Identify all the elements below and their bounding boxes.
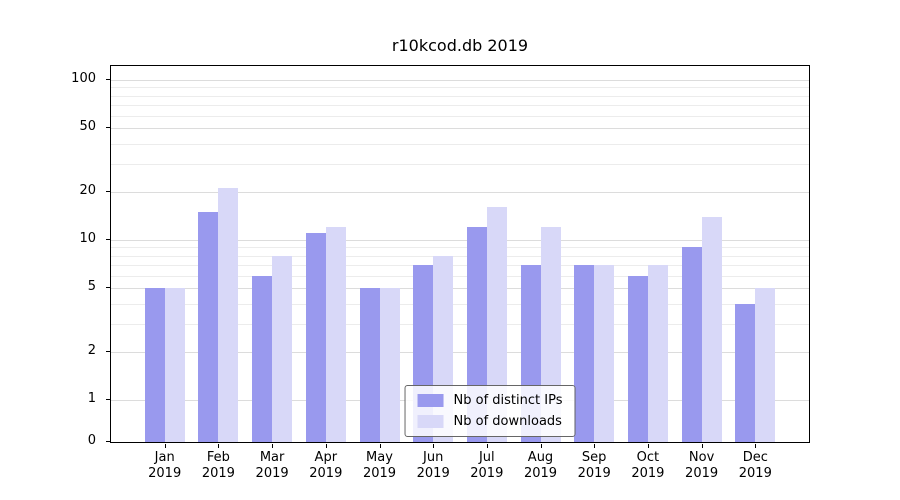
bar-downloads [379, 288, 400, 442]
x-tick-mark [594, 444, 596, 448]
gridline [111, 104, 809, 106]
x-tick-mark [647, 444, 649, 448]
y-tick-label: 5 [87, 279, 96, 295]
gridline [111, 351, 809, 353]
x-tick-label: Apr 2019 [309, 450, 343, 481]
x-tick-mark [486, 444, 488, 448]
y-tick-label: 2 [87, 342, 96, 358]
bar-downloads [701, 216, 722, 442]
gridline [111, 275, 809, 277]
x-tick-label: Jul 2019 [470, 450, 504, 481]
bar-downloads [325, 227, 346, 442]
legend-swatch-distinct-ips [417, 394, 444, 407]
gridline [111, 247, 809, 249]
y-tick-mark [106, 441, 110, 442]
gridline [111, 95, 809, 97]
bar-distinct-ips [198, 211, 219, 442]
y-tick-mark [106, 239, 110, 240]
gridline [111, 87, 809, 89]
plot-area: Nb of distinct IPs Nb of downloads [110, 65, 810, 443]
x-tick-mark [701, 444, 703, 448]
x-tick-label: Sep 2019 [577, 450, 611, 481]
y-tick-label: 100 [71, 71, 96, 86]
x-tick-label: Jan 2019 [148, 450, 182, 481]
y-tick-mark [106, 190, 110, 192]
gridline [111, 288, 809, 290]
x-tick-mark [164, 444, 166, 448]
x-tick-label: Aug 2019 [523, 450, 558, 481]
y-tick-mark [106, 399, 110, 400]
gridline [111, 115, 809, 117]
gridline [111, 240, 809, 241]
gridline [111, 303, 809, 305]
legend-label-distinct-ips: Nb of distinct IPs [453, 393, 563, 408]
bar-distinct-ips [735, 303, 756, 442]
x-tick-mark [433, 444, 435, 448]
x-tick-label: Jun 2019 [416, 450, 450, 481]
x-tick-mark [218, 444, 220, 448]
legend-label-downloads: Nb of downloads [453, 414, 562, 429]
x-tick-mark [540, 444, 542, 448]
x-tick-mark [325, 444, 327, 448]
chart-title: r10kcod.db 2019 [391, 36, 529, 55]
bar-downloads [218, 188, 239, 442]
y-tick-mark [106, 350, 110, 352]
y-tick-mark [106, 79, 110, 80]
y-tick-label: 0 [87, 433, 96, 448]
gridline [111, 80, 809, 81]
y-tick-mark [106, 127, 110, 129]
y-tick-label: 10 [79, 231, 96, 246]
bar-distinct-ips [574, 264, 595, 442]
x-tick-label: May 2019 [362, 450, 397, 481]
x-tick-label: Mar 2019 [255, 450, 289, 481]
bar-downloads [486, 207, 507, 442]
legend-item-distinct-ips: Nb of distinct IPs [417, 393, 563, 408]
gridline [111, 264, 809, 266]
bar-distinct-ips [305, 233, 326, 442]
bar-downloads [272, 255, 293, 442]
gridline [111, 143, 809, 145]
legend: Nb of distinct IPs Nb of downloads [404, 385, 576, 437]
gridline [111, 255, 809, 257]
bar-distinct-ips [144, 288, 165, 442]
bar-downloads [164, 288, 185, 442]
bar-downloads [755, 288, 776, 442]
x-tick-label: Nov 2019 [685, 450, 719, 481]
x-tick-mark [755, 444, 757, 448]
x-tick-label: Oct 2019 [631, 450, 665, 481]
legend-swatch-downloads [417, 415, 444, 428]
legend-item-downloads: Nb of downloads [417, 414, 563, 429]
x-tick-mark [272, 444, 274, 448]
x-tick-mark [379, 444, 381, 448]
bar-distinct-ips [627, 275, 648, 442]
bar-downloads [594, 264, 615, 442]
x-tick-label: Feb 2019 [201, 450, 235, 481]
gridline [111, 323, 809, 325]
y-tick-label: 20 [79, 182, 96, 198]
bar-distinct-ips [359, 288, 380, 442]
x-tick-label: Dec 2019 [738, 450, 772, 481]
bar-distinct-ips [681, 247, 702, 442]
bar-distinct-ips [252, 275, 273, 442]
gridline [111, 128, 809, 130]
gridline [111, 163, 809, 165]
y-tick-label: 50 [79, 119, 96, 135]
y-tick-mark [106, 287, 110, 289]
bar-downloads [647, 264, 668, 442]
y-tick-label: 1 [87, 391, 96, 406]
gridline [111, 191, 809, 193]
